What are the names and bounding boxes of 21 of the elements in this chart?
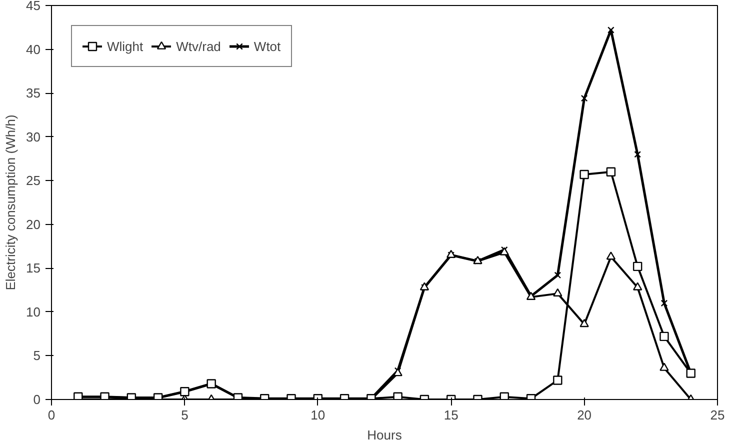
legend-label: Wtv/rad <box>176 38 221 54</box>
y-tick-label: 15 <box>26 260 41 276</box>
legend-label: Wlight <box>107 38 144 54</box>
x-tick-label: 0 <box>48 408 56 422</box>
y-tick-label: 25 <box>26 173 41 188</box>
x-tick-label: 15 <box>444 408 458 422</box>
y-tick-label: 35 <box>26 86 41 101</box>
y-tick-label: 5 <box>33 348 41 364</box>
x-tick-label: 10 <box>310 408 326 422</box>
y-tick-label: 45 <box>26 0 41 13</box>
legend-label: Wtot <box>254 38 281 54</box>
y-tick-label: 10 <box>26 304 41 320</box>
y-tick-label: 40 <box>26 42 41 57</box>
x-axis-title: Hours <box>367 428 402 442</box>
x-tick-label: 5 <box>181 408 188 422</box>
x-tick-label: 25 <box>710 408 725 422</box>
y-tick-label: 30 <box>26 129 41 144</box>
y-axis-title: Electricity consumption (Wh/h) <box>3 114 18 290</box>
x-tick-label: 20 <box>577 408 592 422</box>
y-tick-label: 20 <box>26 216 41 232</box>
y-tick-label: 0 <box>33 392 41 407</box>
